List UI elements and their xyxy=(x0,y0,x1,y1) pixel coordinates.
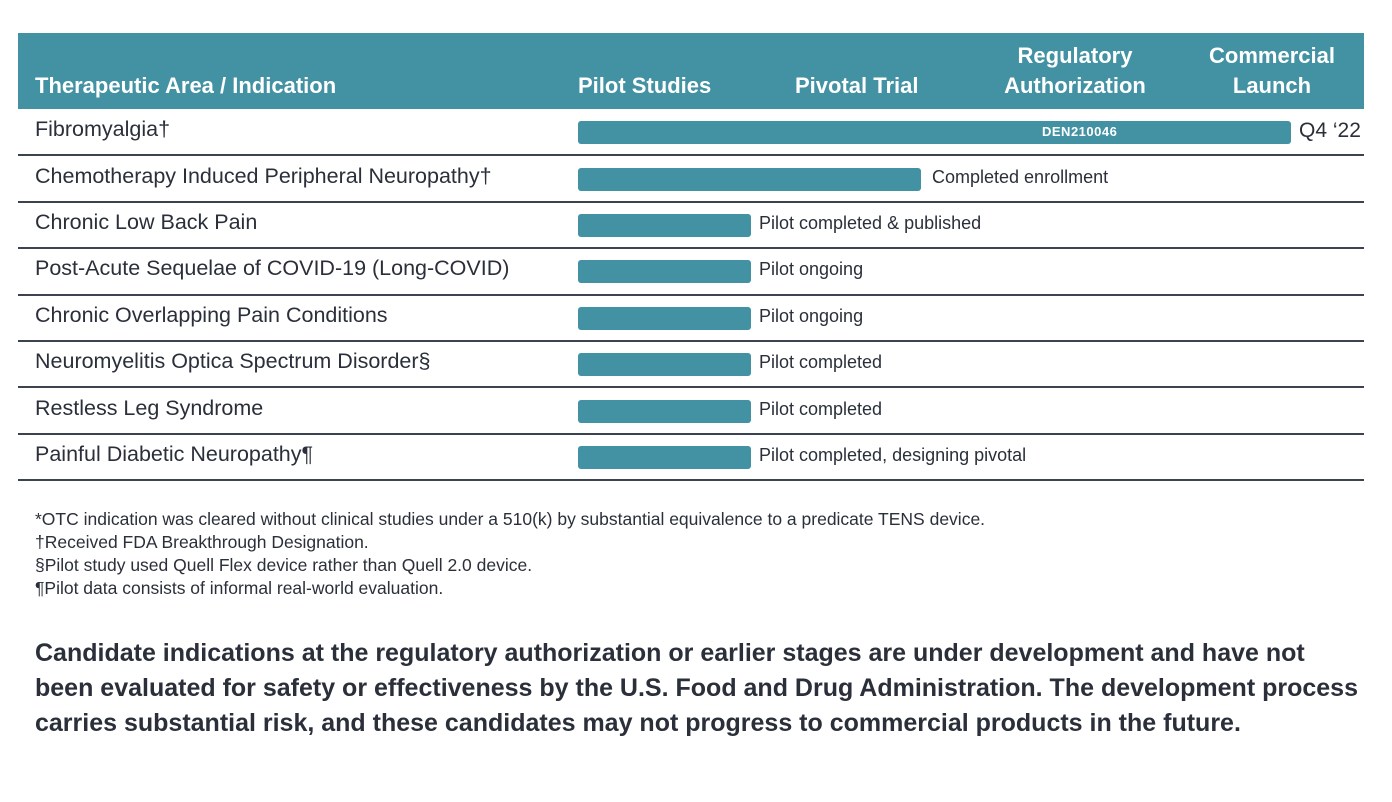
row-divider xyxy=(18,200,1364,203)
header-regulatory-line1: Regulatory xyxy=(1017,43,1133,68)
indication-label: Fibromyalgia† xyxy=(35,117,171,142)
header-commercial-launch: Commercial Launch xyxy=(1192,41,1352,101)
progress-bar xyxy=(578,353,751,377)
header-pilot-studies: Pilot Studies xyxy=(578,73,712,98)
header-commercial-line1: Commercial xyxy=(1209,43,1335,68)
row-divider xyxy=(18,293,1364,296)
footnote-breakthrough: †Received FDA Breakthrough Designation. xyxy=(35,532,369,552)
footnote-otc: *OTC indication was cleared without clin… xyxy=(35,509,986,529)
header-pivotal-trial: Pivotal Trial xyxy=(795,73,919,98)
progress-bar xyxy=(578,446,751,469)
progress-bar xyxy=(578,121,1291,145)
indication-label: Painful Diabetic Neuropathy¶ xyxy=(35,442,314,466)
status-note: Completed enrollment xyxy=(932,166,1109,187)
indication-label: Post-Acute Sequelae of COVID-19 (Long-CO… xyxy=(35,256,510,281)
indication-label: Neuromyelitis Optica Spectrum Disorder§ xyxy=(35,349,431,374)
row-divider xyxy=(18,386,1364,389)
row-divider xyxy=(18,154,1364,157)
header-commercial-line2: Launch xyxy=(1232,73,1312,98)
launch-date-label: Q4 ‘22 xyxy=(1299,119,1361,143)
status-note: Pilot ongoing xyxy=(759,305,864,326)
status-note: Pilot completed, designing pivotal xyxy=(759,445,1027,465)
header-regulatory-authorization: Regulatory Authorization xyxy=(990,41,1160,101)
status-note: Pilot completed & published xyxy=(759,213,982,233)
status-note: Pilot ongoing xyxy=(759,259,864,280)
progress-bar xyxy=(578,399,751,423)
row-divider xyxy=(18,432,1364,435)
disclaimer-text: Candidate indications at the regulatory … xyxy=(35,639,1358,737)
indication-label: Chronic Low Back Pain xyxy=(35,210,258,234)
footnote-quell-flex: §Pilot study used Quell Flex device rath… xyxy=(35,555,533,575)
row-divider xyxy=(18,340,1364,342)
bar-inline-label: DEN210046 xyxy=(1042,124,1118,140)
indication-label: Chronic Overlapping Pain Conditions xyxy=(35,302,388,327)
footnote-real-world: ¶Pilot data consists of informal real-wo… xyxy=(35,578,444,598)
progress-bar xyxy=(578,260,751,284)
table-header xyxy=(18,33,1364,109)
header-regulatory-line2: Authorization xyxy=(1004,73,1146,98)
indication-label: Restless Leg Syndrome xyxy=(35,395,264,420)
progress-bar xyxy=(578,167,921,191)
row-divider xyxy=(18,247,1364,250)
row-divider xyxy=(18,479,1364,482)
header-indication: Therapeutic Area / Indication xyxy=(35,73,337,98)
indication-label: Chemotherapy Induced Peripheral Neuropat… xyxy=(35,163,492,188)
status-note: Pilot completed xyxy=(759,398,883,419)
progress-bar xyxy=(578,214,751,237)
progress-bar xyxy=(578,306,751,330)
status-note: Pilot completed xyxy=(759,352,883,373)
footnotes: *OTC indication was cleared without clin… xyxy=(35,508,985,600)
